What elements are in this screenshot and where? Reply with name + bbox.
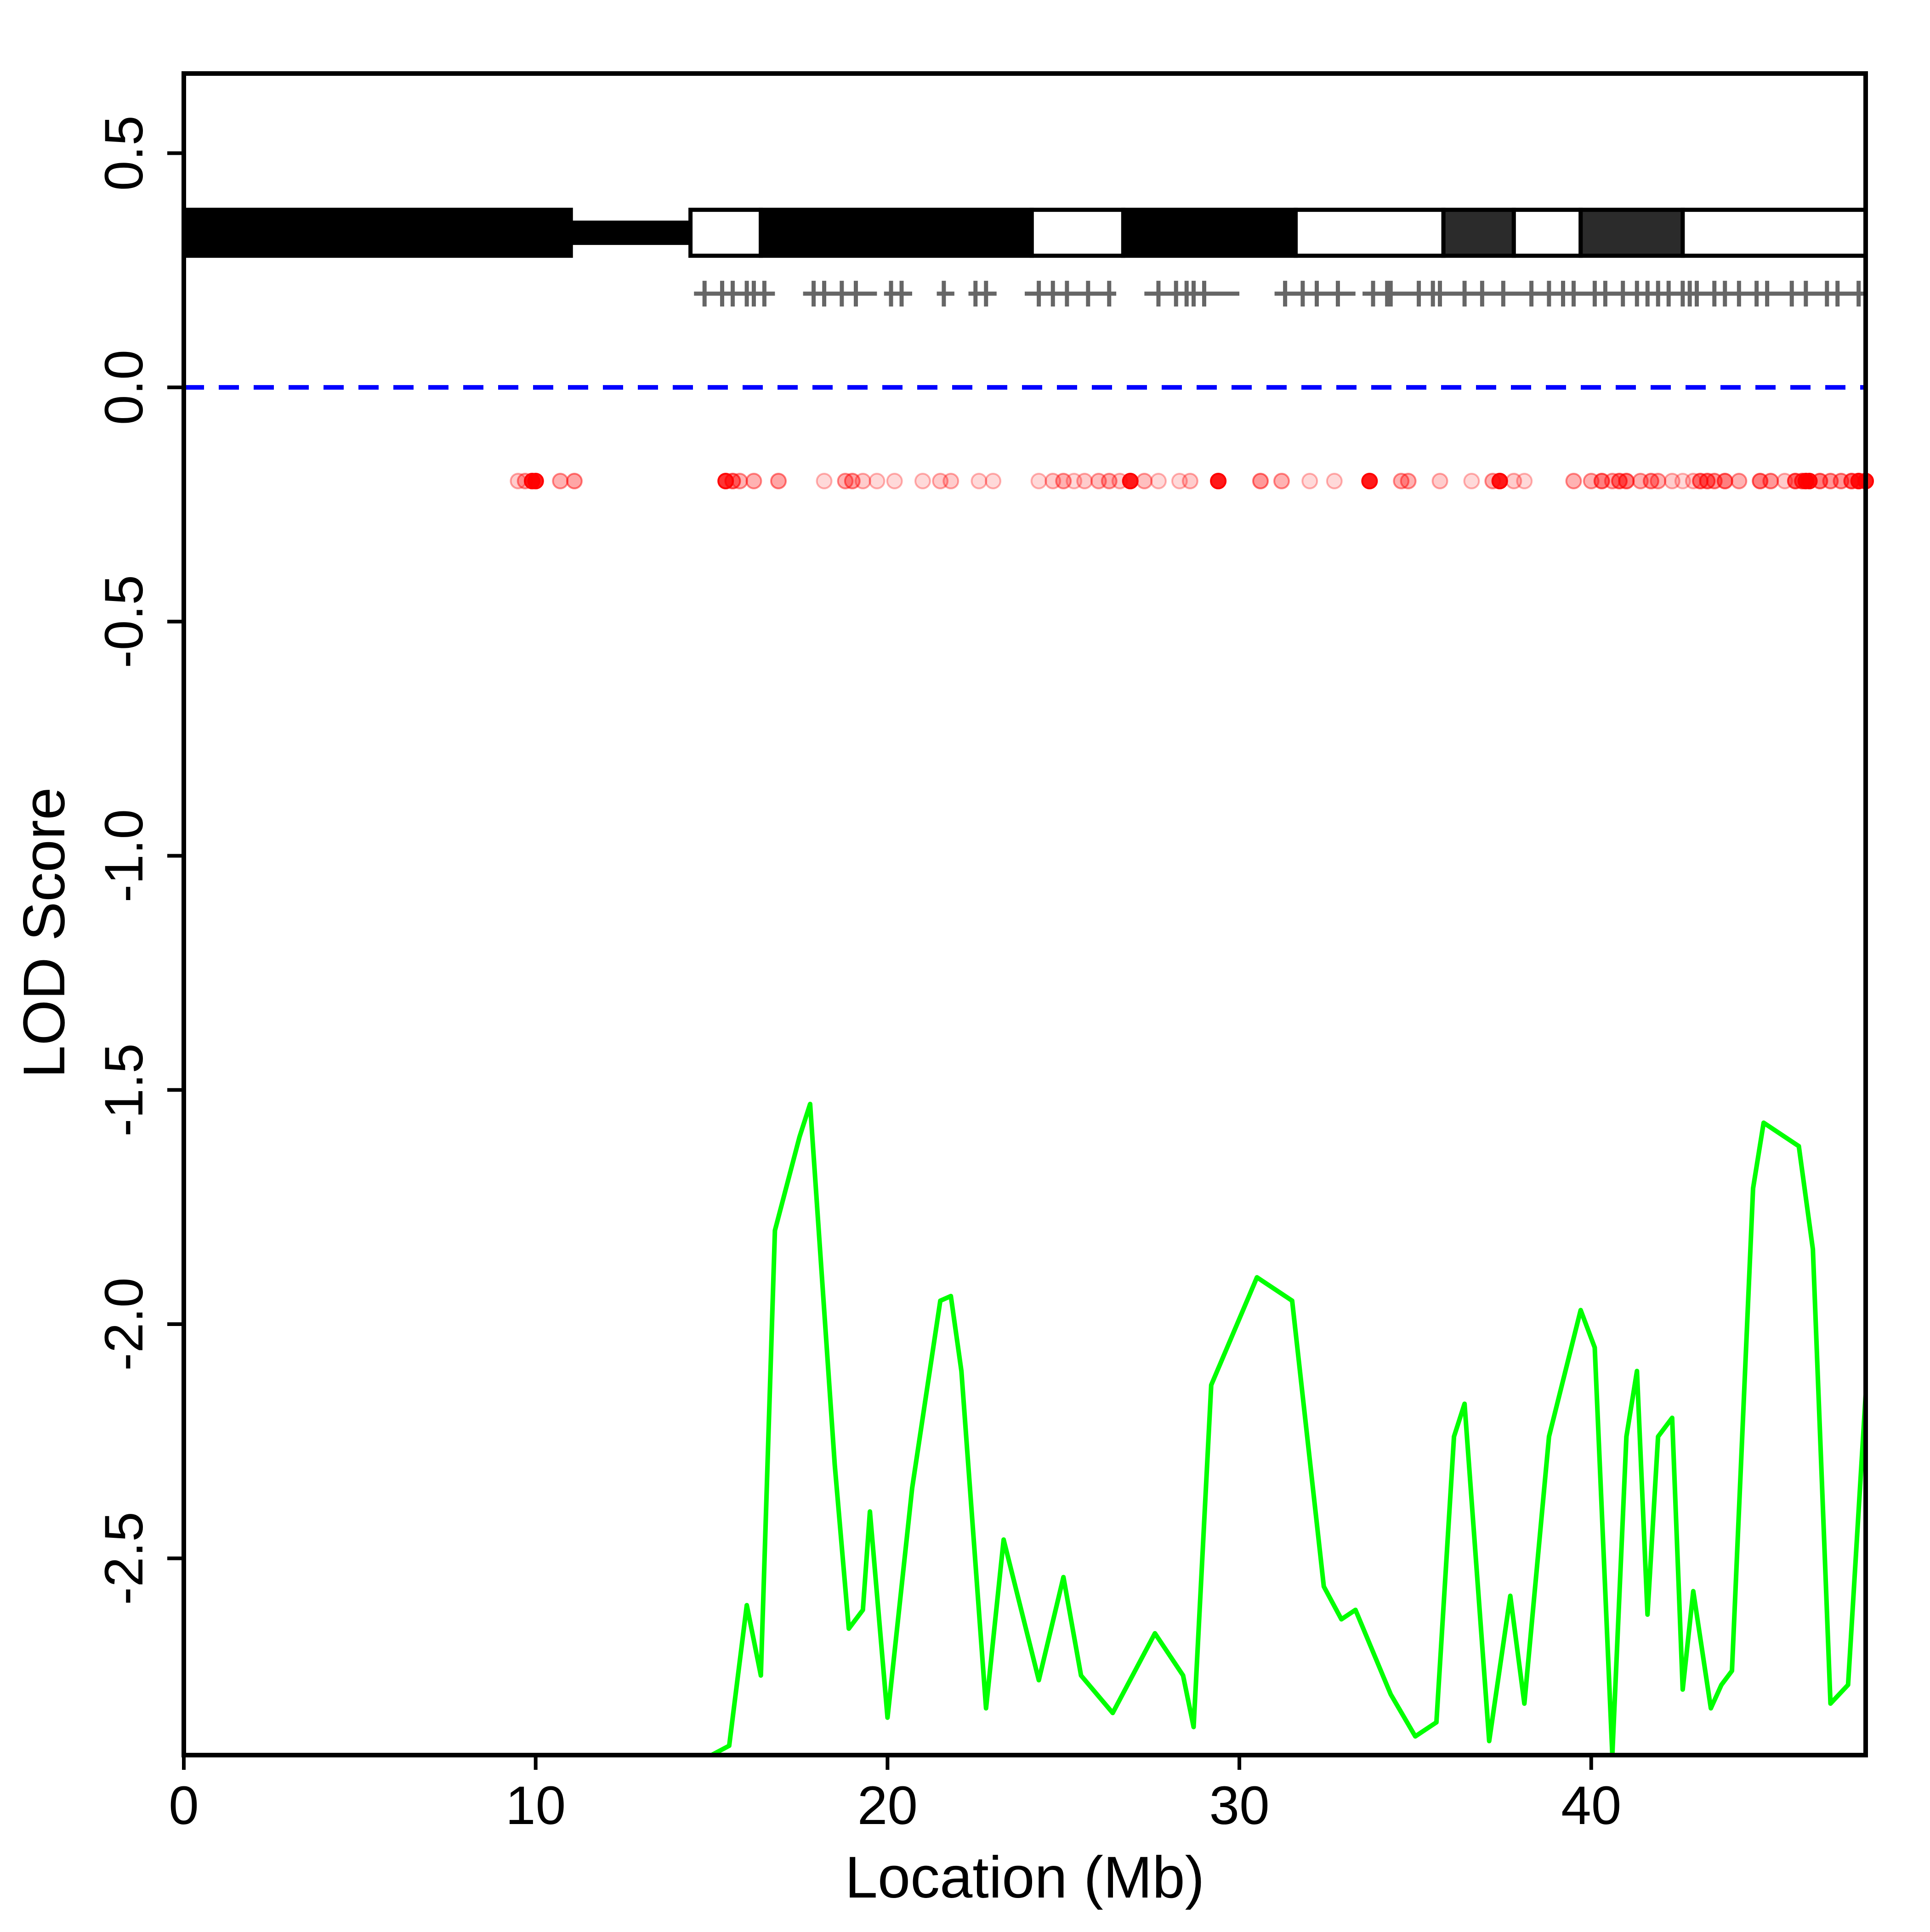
snp-point-17 bbox=[914, 472, 931, 489]
y-tick-label-5: -2.0 bbox=[94, 1277, 154, 1371]
snp-point-56 bbox=[1642, 472, 1659, 489]
snp-point-20 bbox=[971, 472, 988, 489]
y-tick-label-0: 0.5 bbox=[94, 115, 154, 191]
snp-point-16 bbox=[886, 472, 903, 489]
y-tick-label-1: 0.0 bbox=[94, 350, 154, 425]
snp-point-28 bbox=[1101, 472, 1118, 489]
snp-point-7 bbox=[724, 472, 741, 489]
snp-point-64 bbox=[1716, 472, 1733, 489]
snp-point-34 bbox=[1181, 472, 1198, 489]
snp-point-36 bbox=[1252, 472, 1269, 489]
snp-point-30 bbox=[1122, 472, 1139, 489]
snp-point-49 bbox=[1565, 472, 1582, 489]
snp-point-32 bbox=[1150, 472, 1167, 489]
snp-point-58 bbox=[1663, 472, 1680, 489]
snp-point-46 bbox=[1491, 472, 1508, 489]
snp-point-9 bbox=[745, 472, 762, 489]
chrom-band-0 bbox=[182, 208, 573, 258]
chrom-band-3 bbox=[759, 208, 1034, 258]
chrom-band-10 bbox=[1680, 208, 1868, 258]
snp-point-37 bbox=[1273, 472, 1290, 489]
x-tick-label-3: 30 bbox=[1209, 1775, 1269, 1836]
snp-point-33 bbox=[1171, 472, 1188, 489]
x-tick-label-4: 40 bbox=[1561, 1775, 1621, 1836]
snp-point-26 bbox=[1076, 472, 1093, 489]
snp-point-3 bbox=[527, 472, 544, 489]
snp-point-57 bbox=[1650, 472, 1667, 489]
snp-point-47 bbox=[1505, 472, 1522, 489]
snp-point-44 bbox=[1463, 472, 1480, 489]
chrom-band-9 bbox=[1578, 208, 1685, 258]
snp-point-42 bbox=[1400, 472, 1417, 489]
y-axis-title: LOD Score bbox=[11, 787, 77, 1078]
snp-point-25 bbox=[1066, 472, 1083, 489]
snp-point-14 bbox=[854, 472, 871, 489]
marker-track bbox=[694, 281, 1866, 307]
snp-point-11 bbox=[816, 472, 833, 489]
lod-series bbox=[184, 1101, 1868, 1757]
x-axis: 0 10 20 30 40 bbox=[169, 1755, 1621, 1836]
chromosome-ideogram bbox=[182, 208, 1868, 258]
y-tick-label-3: -1.0 bbox=[94, 809, 154, 902]
y-tick-label-4: -1.5 bbox=[94, 1043, 154, 1137]
snp-point-19 bbox=[942, 472, 959, 489]
y-axis: 0.5 0.0 -0.5 -1.0 -1.5 -2.0 -2.5 bbox=[94, 115, 184, 1605]
snp-point-43 bbox=[1431, 472, 1448, 489]
snp-point-48 bbox=[1516, 472, 1533, 489]
snp-point-59 bbox=[1674, 472, 1691, 489]
x-tick-label-0: 0 bbox=[169, 1775, 199, 1836]
snp-point-8 bbox=[731, 472, 748, 489]
snp-point-40 bbox=[1361, 472, 1378, 489]
snp-point-22 bbox=[1030, 472, 1047, 489]
snp-point-5 bbox=[566, 472, 583, 489]
snp-point-21 bbox=[985, 472, 1002, 489]
y-tick-label-6: -2.5 bbox=[94, 1512, 154, 1605]
snp-point-4 bbox=[552, 472, 569, 489]
x-axis-title: Location (Mb) bbox=[845, 1845, 1205, 1910]
snp-point-27 bbox=[1090, 472, 1107, 489]
snp-point-15 bbox=[868, 472, 886, 489]
snp-point-51 bbox=[1593, 472, 1610, 489]
snp-point-65 bbox=[1731, 472, 1748, 489]
y-tick-label-2: -0.5 bbox=[94, 575, 154, 668]
chrom-band-4 bbox=[1029, 208, 1125, 258]
snp-point-31 bbox=[1136, 472, 1153, 489]
snp-point-35 bbox=[1210, 472, 1227, 489]
chrom-band-1 bbox=[568, 221, 693, 245]
chrom-band-7 bbox=[1441, 208, 1516, 258]
snp-point-10 bbox=[770, 472, 787, 489]
plot-frame bbox=[182, 71, 1868, 1757]
snp-point-54 bbox=[1618, 472, 1635, 489]
snp-point-39 bbox=[1326, 472, 1343, 489]
snp-point-67 bbox=[1762, 472, 1779, 489]
snp-point-41 bbox=[1393, 472, 1410, 489]
snp-track bbox=[510, 472, 1874, 489]
x-tick-label-2: 20 bbox=[857, 1775, 918, 1836]
snp-point-13 bbox=[844, 472, 861, 489]
x-tick-label-1: 10 bbox=[505, 1775, 566, 1836]
snp-point-18 bbox=[932, 472, 949, 489]
snp-point-24 bbox=[1055, 472, 1072, 489]
snp-point-38 bbox=[1301, 472, 1318, 489]
snp-point-23 bbox=[1044, 472, 1062, 489]
lod-series-line-0 bbox=[184, 1101, 1868, 1757]
chrom-band-5 bbox=[1121, 208, 1298, 258]
chrom-band-2 bbox=[688, 208, 763, 258]
chrom-band-6 bbox=[1294, 208, 1446, 258]
chrom-band-8 bbox=[1511, 208, 1583, 258]
